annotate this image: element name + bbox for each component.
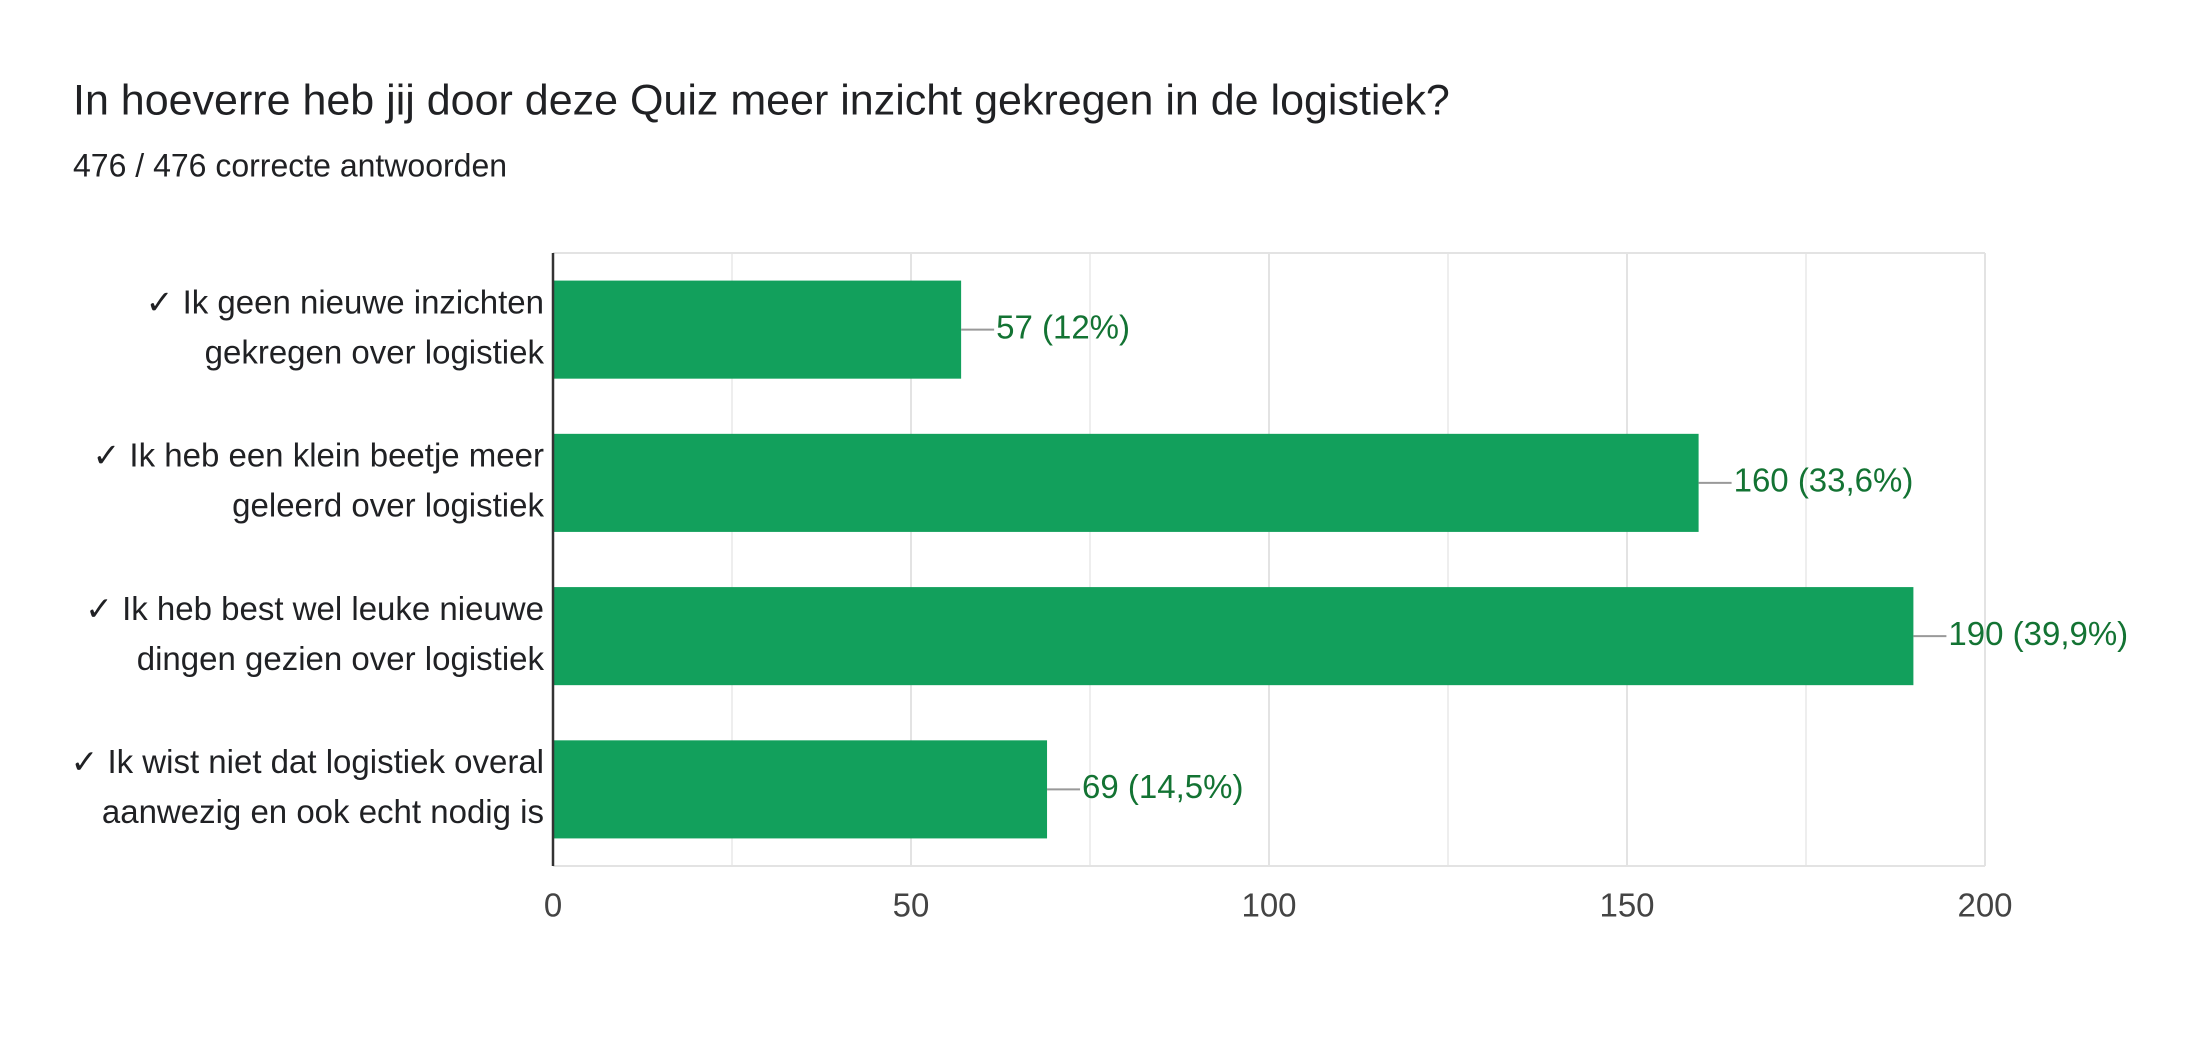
value-label: 160 (33,6%) (1734, 462, 1914, 499)
x-tick-label: 50 (893, 887, 930, 924)
bar (553, 280, 962, 379)
bar (553, 433, 1699, 532)
chart-subtitle: 476 / 476 correcte antwoorden (73, 147, 507, 183)
y-tick-label: dingen gezien over logistiek (137, 640, 545, 677)
y-tick-label: gekregen over logistiek (205, 333, 545, 370)
x-tick-label: 0 (544, 887, 562, 924)
y-tick-label: aanwezig en ook echt nodig is (102, 793, 544, 830)
value-label: 69 (14,5%) (1082, 768, 1243, 805)
x-tick-label: 150 (1599, 887, 1654, 924)
x-tick-label: 100 (1241, 887, 1296, 924)
value-label: 190 (39,9%) (1948, 615, 2128, 652)
y-tick-label: ✓ Ik heb een klein beetje meer (93, 437, 544, 474)
value-label: 57 (12%) (996, 308, 1130, 345)
y-tick-label: ✓ Ik geen nieuwe inzichten (146, 283, 544, 320)
chart-title: In hoeverre heb jij door deze Quiz meer … (73, 76, 1450, 124)
bar (553, 740, 1048, 839)
x-tick-label: 200 (1957, 887, 2012, 924)
bar (553, 587, 1914, 686)
y-tick-label: geleerd over logistiek (232, 487, 544, 524)
y-tick-label: ✓ Ik heb best wel leuke nieuwe (85, 590, 544, 627)
y-tick-label: ✓ Ik wist niet dat logistiek overal (71, 743, 544, 780)
